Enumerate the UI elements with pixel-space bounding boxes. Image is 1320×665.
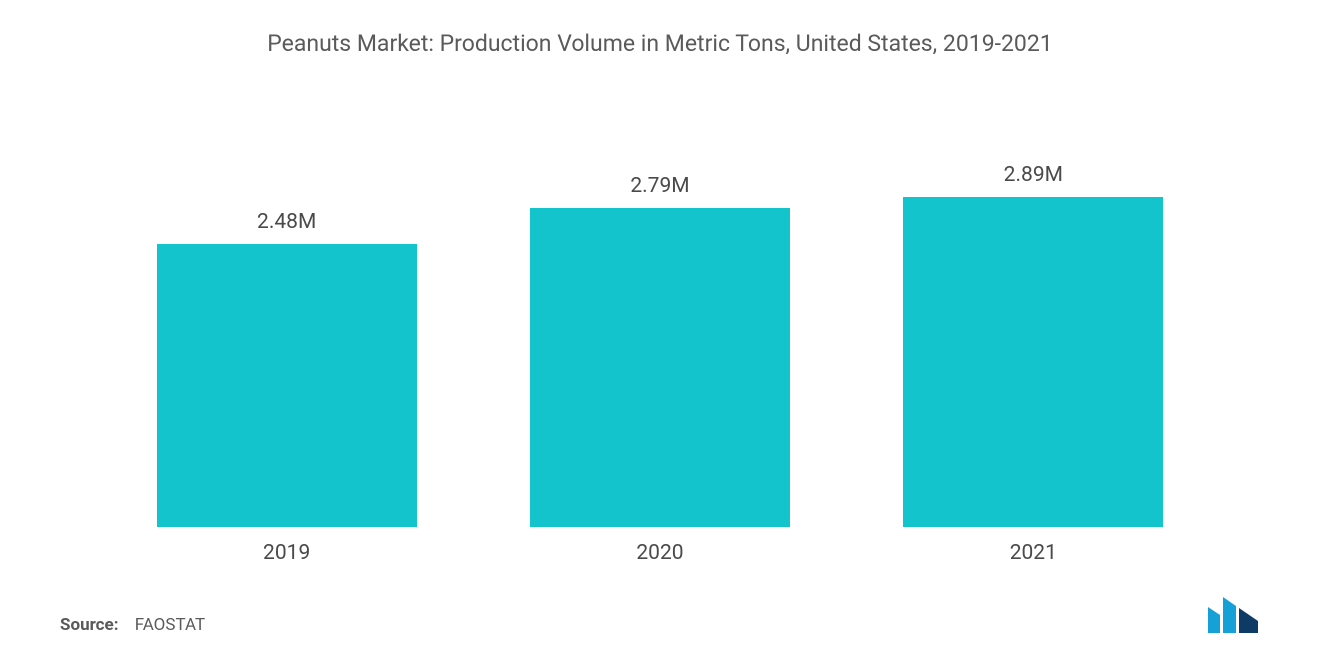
brand-logo-icon (1206, 595, 1260, 635)
bar-category-label: 2020 (636, 541, 683, 565)
chart-title: Peanuts Market: Production Volume in Met… (60, 30, 1260, 57)
bar-value-label: 2.89M (1004, 163, 1063, 187)
bar-group-2: 2.89M 2021 (903, 163, 1163, 565)
source-citation: Source: FAOSTAT (60, 615, 205, 635)
source-label: Source: (60, 615, 118, 635)
bar-0 (157, 244, 417, 527)
bar-value-label: 2.48M (257, 210, 316, 234)
bar-category-label: 2019 (263, 541, 310, 565)
chart-footer: Source: FAOSTAT (60, 565, 1260, 645)
source-value: FAOSTAT (135, 615, 205, 635)
bar-value-label: 2.79M (630, 174, 689, 198)
chart-plot-area: 2.48M 2019 2.79M 2020 2.89M 2021 (60, 67, 1260, 565)
bar-1 (530, 208, 790, 527)
bar-group-1: 2.79M 2020 (530, 174, 790, 565)
bar-2 (903, 197, 1163, 527)
bar-group-0: 2.48M 2019 (157, 210, 417, 565)
chart-container: Peanuts Market: Production Volume in Met… (0, 0, 1320, 665)
bar-category-label: 2021 (1010, 541, 1057, 565)
